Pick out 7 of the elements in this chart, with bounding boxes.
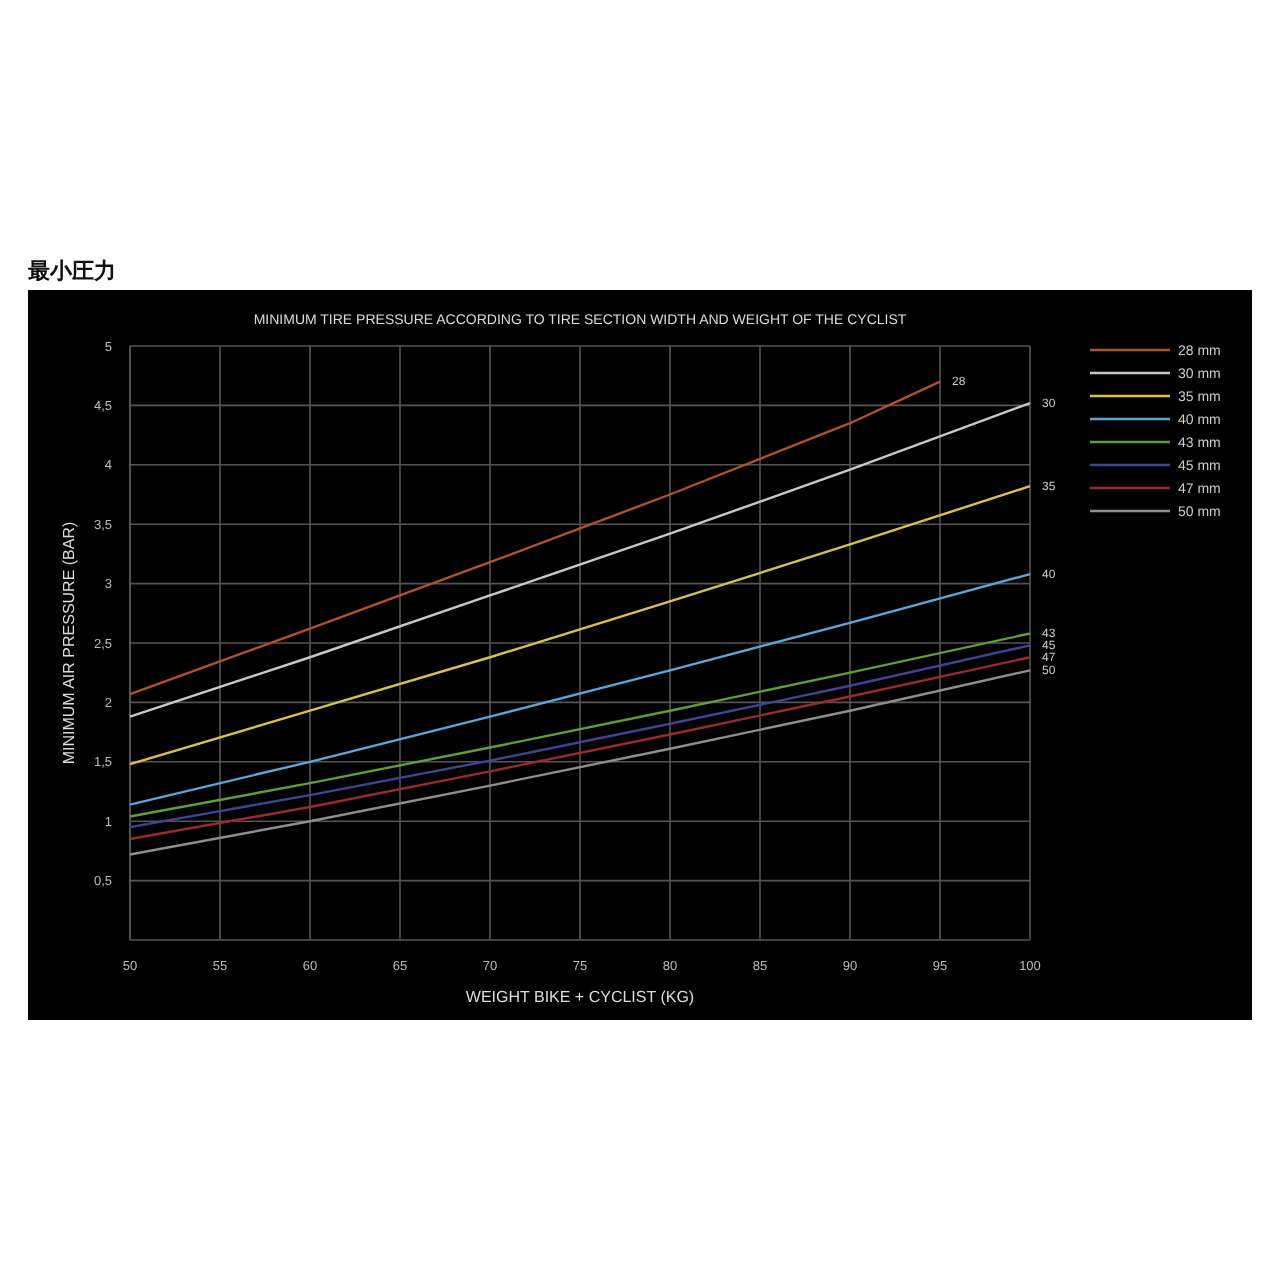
line-series (128, 380, 942, 696)
line-series (128, 572, 1032, 806)
x-axis-title: WEIGHT BIKE + CYCLIST (KG) (465, 988, 695, 1006)
y-axis-title: MINIMUM AIR PRESSURE (BAR) (60, 520, 78, 765)
chart-title: 最小圧力 (26, 258, 116, 284)
line-series (128, 401, 1032, 718)
line-series (128, 484, 1032, 766)
